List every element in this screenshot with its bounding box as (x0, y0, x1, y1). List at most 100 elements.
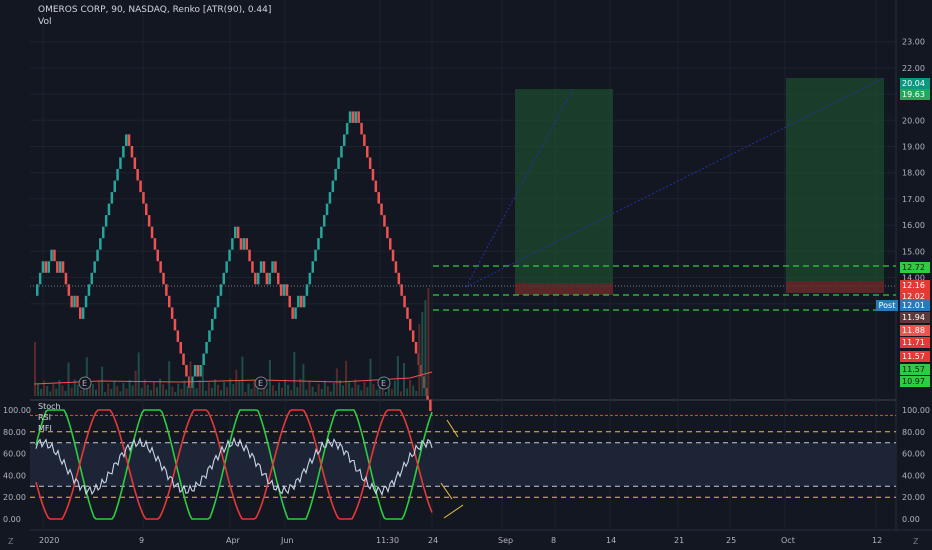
indicator-axis-label: 0.00 (902, 515, 920, 524)
volume-bar (427, 288, 430, 396)
renko-brick (165, 284, 168, 296)
renko-brick (288, 295, 291, 308)
renko-brick (76, 295, 79, 308)
volume-bar (317, 383, 320, 396)
renko-brick (225, 261, 228, 273)
volume-bar (40, 389, 43, 396)
time-axis-label: 12 (872, 536, 882, 545)
volume-bar (52, 383, 55, 396)
renko-brick (202, 353, 205, 365)
renko-brick (67, 284, 71, 296)
renko-brick (44, 261, 48, 273)
volume-bar (244, 392, 247, 396)
volume-bar (259, 391, 262, 396)
time-axis-label: Sep (498, 536, 513, 545)
volume-bar (226, 387, 229, 396)
renko-brick (414, 342, 418, 354)
volume-bar (49, 391, 52, 396)
price-axis-label: 17.00 (902, 195, 925, 204)
renko-brick (403, 295, 406, 308)
timezone-icon[interactable]: Z (8, 537, 14, 546)
volume-bar (98, 381, 100, 396)
volume-label[interactable]: Vol (38, 17, 52, 27)
price-tag: 12.02 (900, 291, 930, 302)
renko-brick (380, 203, 383, 216)
volume-bar (290, 390, 293, 396)
volume-bar (412, 385, 415, 396)
indicator-axis-label: 0.00 (3, 515, 21, 524)
volume-bar (311, 386, 314, 396)
volume-bar (73, 379, 76, 396)
renko-brick (41, 261, 45, 273)
stoch-label[interactable]: Stoch (38, 402, 61, 411)
price-tag: 12.16 (900, 280, 930, 291)
renko-brick (119, 157, 122, 169)
volume-bar (284, 379, 287, 396)
renko-brick (300, 295, 303, 308)
renko-brick (239, 238, 243, 250)
renko-brick (271, 261, 274, 273)
renko-brick (81, 307, 85, 319)
volume-bar (400, 391, 402, 396)
indicator-axis-label: 40.00 (902, 471, 925, 480)
price-tag: 11.57 (900, 364, 930, 375)
volume-bar (342, 385, 344, 396)
renko-brick (291, 307, 294, 319)
volume-bar (302, 364, 305, 396)
renko-brick (234, 226, 237, 239)
rsi-band (30, 442, 896, 487)
stoch-line (35, 409, 433, 520)
volume-bar (125, 388, 128, 396)
rsi-label[interactable]: RSI (38, 413, 51, 422)
earnings-icon: E (82, 379, 87, 388)
volume-bar (217, 384, 219, 396)
renko-brick (150, 226, 154, 239)
renko-brick (64, 272, 68, 285)
volume-bar (253, 380, 256, 396)
price-axis-label: 22.00 (902, 64, 925, 73)
volume-bar (372, 384, 375, 396)
volume-bar (210, 387, 213, 396)
indicator-axis-label: 60.00 (3, 450, 26, 459)
renko-brick (228, 249, 231, 262)
renko-brick (389, 238, 392, 250)
time-axis-label: 11:30 (376, 536, 399, 545)
volume-bar (348, 382, 351, 396)
volume-bar (149, 390, 152, 396)
price-axis-label: 18.00 (902, 169, 925, 178)
volume-bar (220, 390, 222, 396)
volume-bar (134, 370, 137, 396)
renko-brick (251, 261, 254, 273)
indicator-axis-label: 40.00 (3, 471, 26, 480)
volume-bar (238, 381, 241, 396)
volume-bar (299, 378, 302, 396)
renko-brick (93, 261, 96, 273)
volume-bar (67, 362, 70, 396)
auto-scale-icon[interactable]: Z (913, 537, 919, 546)
renko-brick (87, 284, 91, 296)
renko-brick (317, 238, 320, 250)
volume-bar (189, 361, 192, 396)
volume-bar (152, 381, 155, 396)
renko-brick (409, 318, 412, 331)
volume-bar (421, 312, 424, 396)
renko-brick (133, 157, 137, 169)
volume-bar (137, 352, 140, 396)
renko-brick (219, 284, 223, 296)
renko-brick (102, 226, 105, 239)
time-axis-label: Jun (280, 536, 294, 545)
target-zone (515, 89, 613, 283)
mfi-label[interactable]: MFI (38, 424, 52, 433)
volume-bar (192, 383, 195, 396)
symbol-title[interactable]: OMEROS CORP, 90, NASDAQ, Renko [ATR(90),… (38, 5, 272, 15)
volume-bar (156, 387, 158, 396)
renko-brick (285, 284, 289, 296)
renko-brick (386, 226, 389, 239)
renko-brick (231, 238, 234, 250)
renko-brick (142, 192, 145, 204)
renko-brick (406, 307, 409, 319)
renko-brick (213, 307, 217, 319)
price-axis-label: 20.00 (902, 116, 925, 125)
